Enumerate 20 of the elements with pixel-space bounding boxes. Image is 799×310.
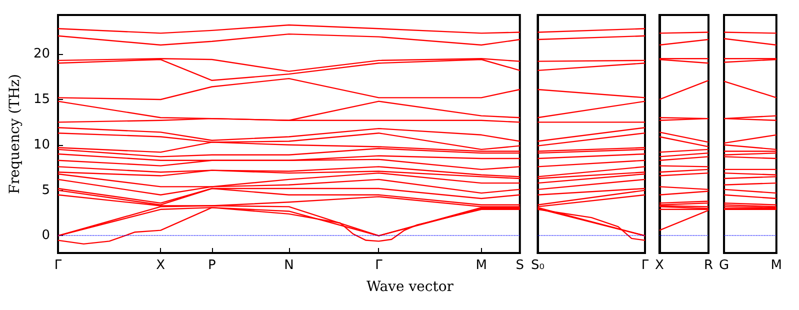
- x-tick-label: N: [284, 258, 294, 273]
- x-tick-label: X: [655, 258, 664, 273]
- x-tick-label: Γ: [641, 258, 650, 273]
- x-tick-label: S₀: [530, 258, 544, 273]
- y-tick-label: 0: [42, 228, 50, 244]
- y-tick-label: 15: [33, 92, 50, 107]
- y-tick-label: 5: [42, 182, 50, 198]
- y-axis-title: Frequency (THz): [7, 74, 23, 194]
- x-tick-label: R: [704, 258, 714, 273]
- x-tick-label: M: [476, 258, 487, 273]
- x-tick-label: Γ: [54, 258, 62, 273]
- x-axis-title: Wave vector: [366, 279, 454, 295]
- x-tick-label: M: [770, 258, 782, 273]
- y-tick-label: 20: [33, 46, 50, 62]
- x-tick-label: Γ: [375, 258, 384, 273]
- x-tick-label: P: [208, 258, 216, 273]
- x-tick-label: X: [156, 258, 166, 273]
- x-tick-label: S: [516, 258, 524, 273]
- x-tick-label: G: [719, 258, 730, 273]
- y-tick-label: 10: [33, 137, 50, 152]
